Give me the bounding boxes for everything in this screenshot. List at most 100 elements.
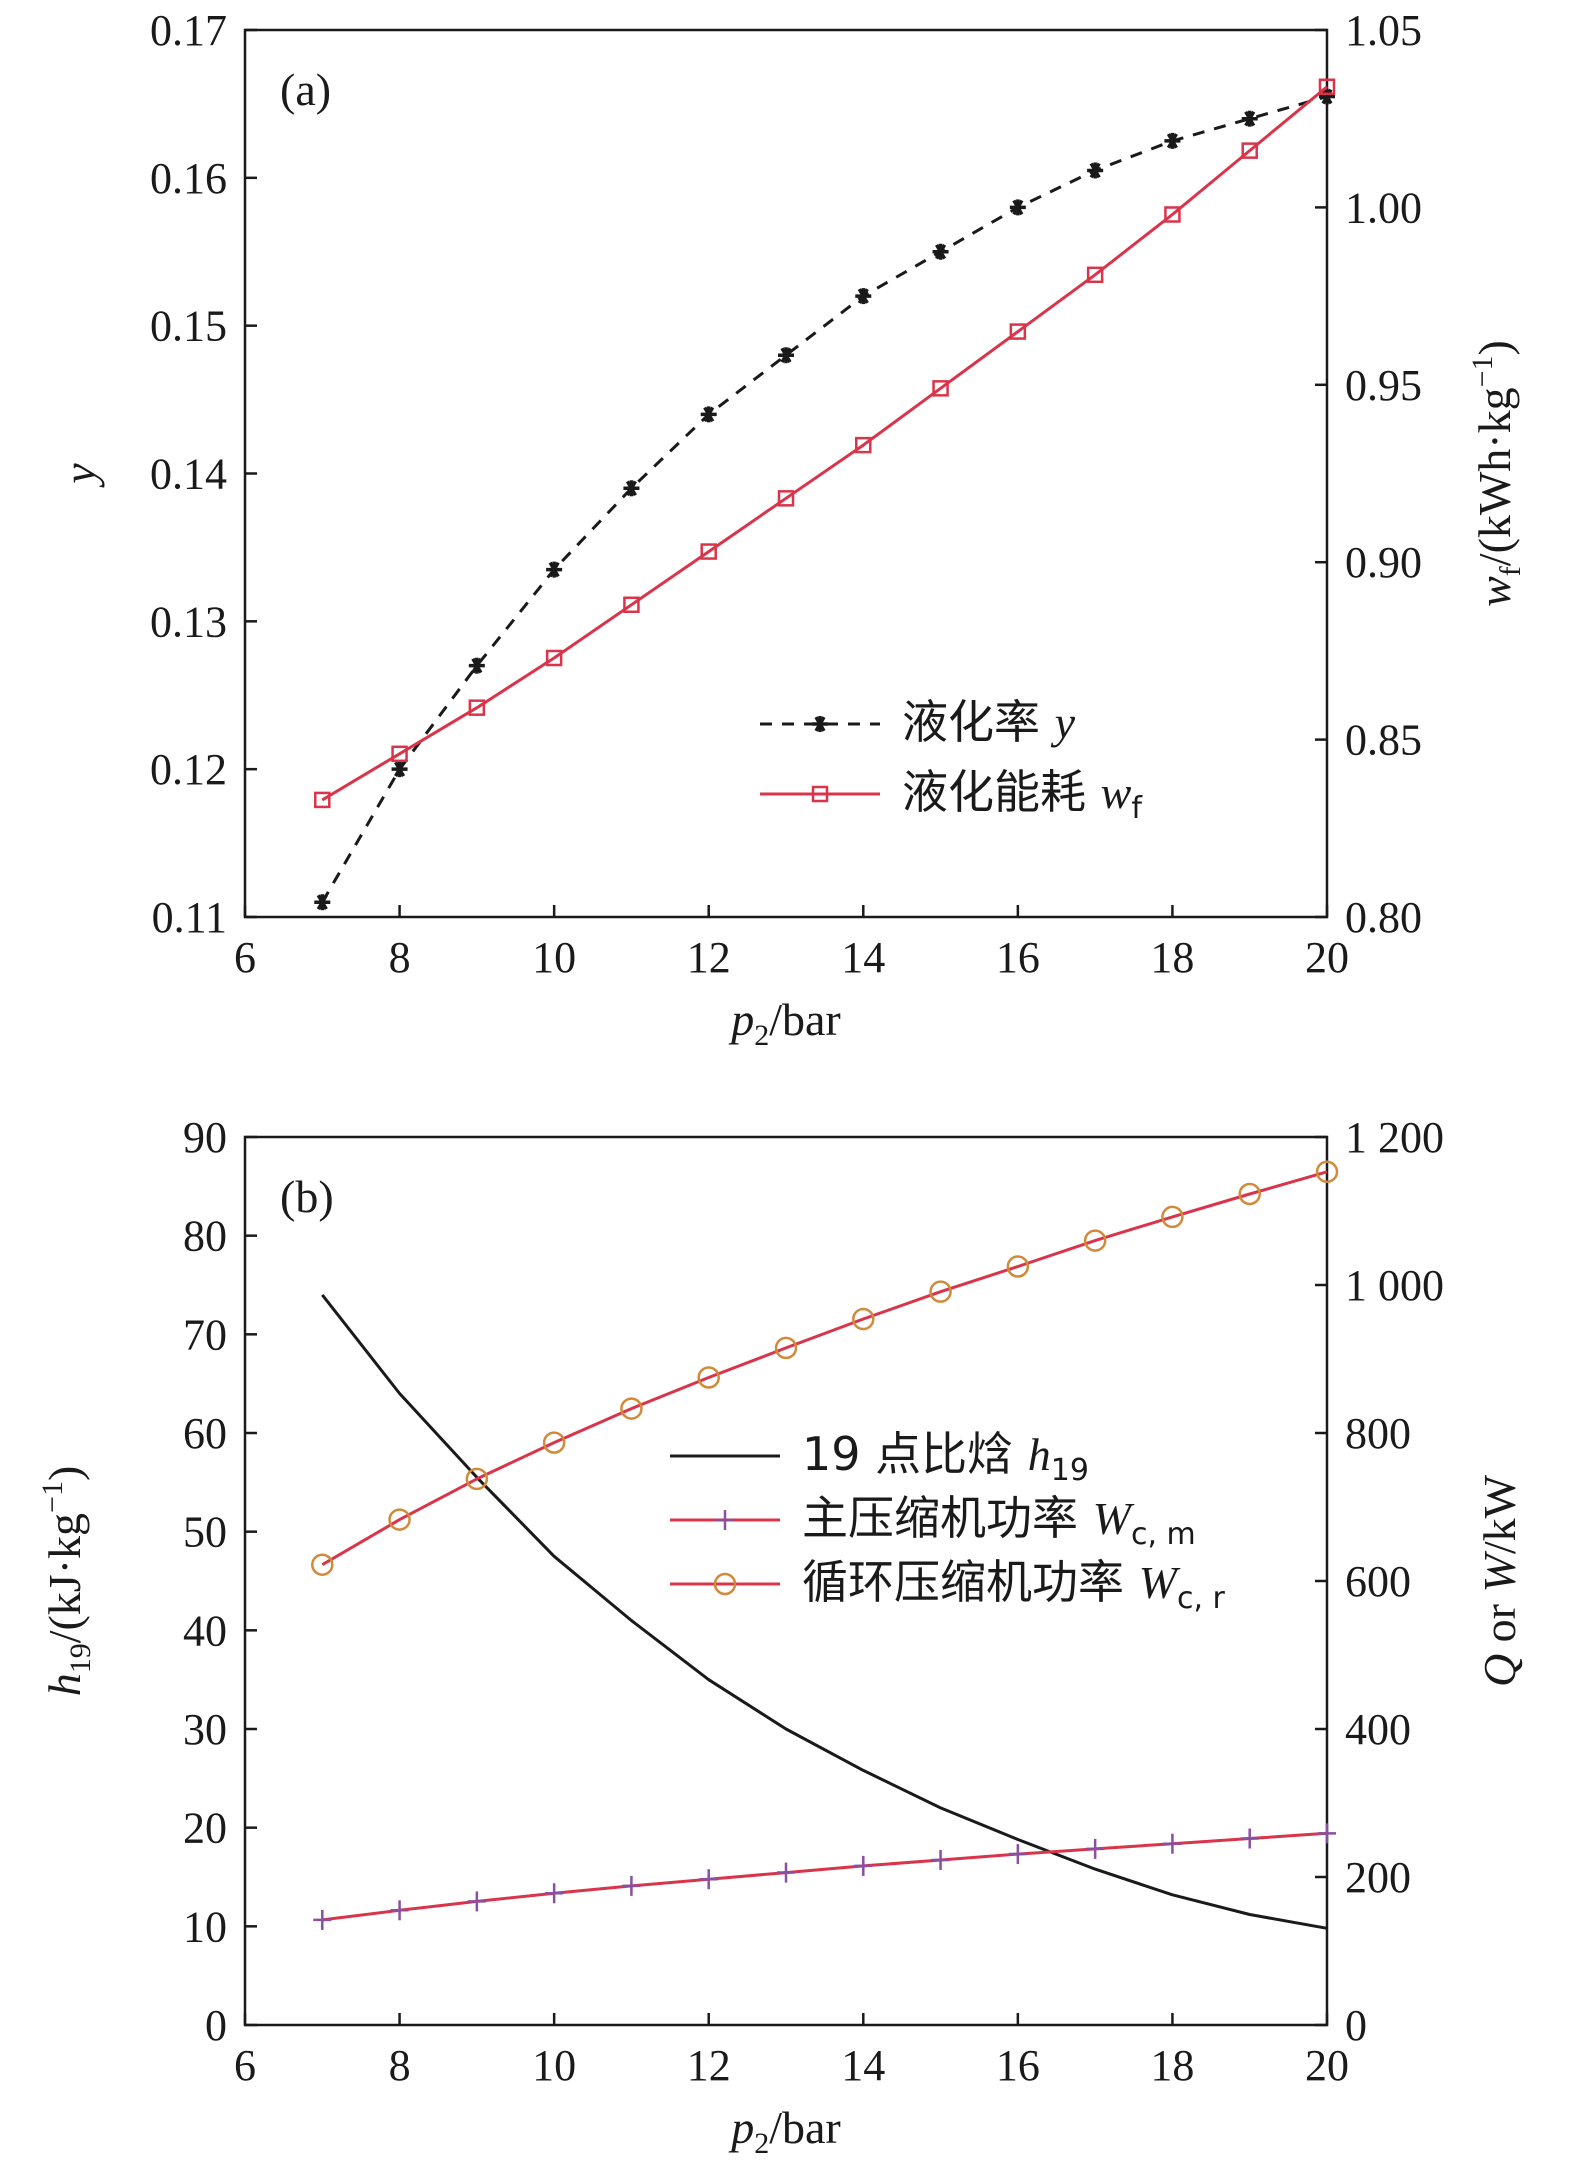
data-point [1164,132,1181,149]
y-left-axis-label: y [54,463,105,488]
data-point [1086,1838,1105,1859]
y-left-tick-label: 0.14 [150,450,227,499]
y-left-tick-label: 0 [205,2001,227,2050]
data-point [545,649,563,667]
series-line-0 [321,1293,1328,1930]
x-tick-label: 14 [841,933,885,982]
data-point [1238,1182,1261,1206]
data-point [467,1891,486,1912]
data-point [311,1553,334,1576]
data-point [623,596,640,614]
data-point [931,1849,950,1870]
data-point [545,1883,564,1904]
data-point [1087,162,1104,179]
data-point [1008,1844,1027,1865]
data-point [699,1869,718,1890]
data-point [468,657,485,674]
x-axis-label: p2​/bar [728,2102,841,2160]
data-point [620,1397,643,1420]
data-point [1318,1823,1336,1844]
x-tick-label: 8 [389,933,411,982]
data-point [1319,88,1335,105]
x-tick-label: 8 [389,2041,411,2090]
y-right-tick-label: 0.85 [1345,716,1422,765]
legend-marker [812,716,828,732]
x-tick-label: 12 [687,2041,731,2090]
x-axis-label: p2​/bar [728,994,841,1052]
legend: 液化率 y 液化能耗 wf [760,695,1143,826]
data-point [697,1366,720,1389]
data-point [465,1467,489,1491]
y-right-tick-label: 0.80 [1345,893,1422,942]
plot-frame [243,28,1329,919]
y-left-tick-label: 0.11 [152,893,227,942]
data-point [1164,206,1181,223]
y-right-tick-label: 1 200 [1345,1113,1444,1162]
data-point [778,347,794,364]
panel-label: (a) [280,64,331,115]
y-left-tick-label: 0.12 [150,745,227,794]
data-point [546,561,563,578]
data-point [390,1900,409,1921]
data-point [623,480,640,497]
y-left-tick-label: 0.13 [150,597,227,646]
data-point [855,288,872,305]
y-right-tick-label: 800 [1345,1409,1411,1458]
y-right-axis-label: Q or W/kW [1474,1474,1525,1687]
data-point [542,1431,566,1454]
data-point [388,1508,411,1531]
data-point [313,1909,332,1930]
x-tick-label: 16 [996,933,1040,982]
series-line-1 [322,1831,1328,1922]
data-point [1009,199,1026,216]
x-tick-label: 10 [532,2041,576,2090]
x-tick-label: 18 [1150,933,1194,982]
legend-marker [716,1510,734,1530]
data-point [1241,110,1258,127]
series-line-2 [321,1170,1328,1566]
y-left-tick-label: 60 [183,1409,227,1458]
data-point [932,243,949,260]
data-point [700,543,717,560]
data-point [852,1307,875,1331]
data-point [854,1855,873,1876]
y-right-tick-label: 200 [1345,1853,1411,1902]
data-point [1318,78,1336,96]
data-point [855,436,872,454]
data-point [777,490,795,507]
data-point [1086,266,1104,284]
panel-label: (b) [280,1171,334,1222]
data-point [391,745,408,763]
data-point [391,761,408,778]
series-line-1 [321,85,1328,802]
y-left-tick-label: 50 [183,1508,227,1557]
data-point [314,894,331,911]
data-point [314,791,331,809]
x-tick-label: 6 [234,2041,256,2090]
legend-label: 19 点比焓 h19 [802,1427,1089,1488]
data-point [700,406,717,423]
x-tick-label: 20 [1305,2041,1349,2090]
y-right-tick-label: 600 [1345,1557,1411,1606]
legend-label: 循环压缩机功率 Wc, r [802,1555,1226,1616]
y-left-tick-label: 40 [183,1606,227,1655]
legend-marker [713,1572,737,1596]
y-left-tick-label: 20 [183,1804,227,1853]
x-tick-label: 20 [1305,933,1349,982]
series-line-0 [321,95,1328,903]
y-left-tick-label: 0.15 [150,302,227,351]
y-right-tick-label: 1 000 [1345,1261,1444,1310]
data-point [774,1336,798,1360]
data-point [1083,1229,1107,1252]
legend-marker [811,785,829,803]
legend-label: 液化能耗 wf [902,765,1143,826]
chart-panel-b: 6 8 10 12 14 16 18 2001020304050607080900200400… [36,1113,1525,2160]
y-right-tick-label: 1.00 [1345,183,1422,232]
data-point [468,699,486,716]
chart-panel-a: 6 8 10 12 14 16 18 20 0.11 0.12 0.13 0.14 0.15 0.16 0.… [54,6,1527,1052]
x-tick-label: 18 [1150,2041,1194,2090]
y-left-tick-label: 30 [183,1705,227,1754]
legend-label: 液化率 y [902,695,1076,749]
